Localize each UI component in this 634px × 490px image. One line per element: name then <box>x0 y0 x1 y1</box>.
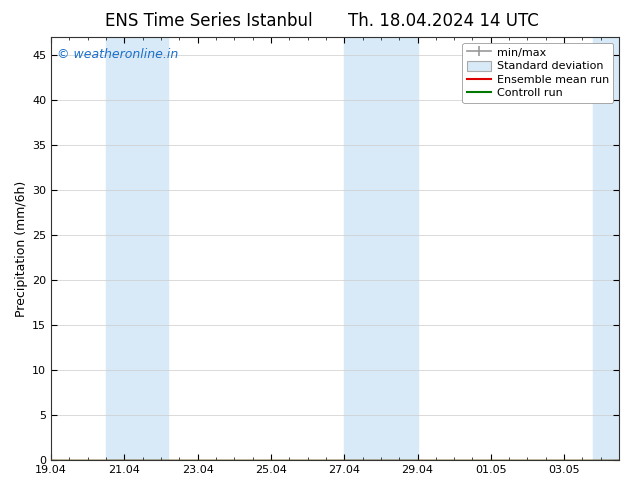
Bar <box>106 37 169 460</box>
Text: Th. 18.04.2024 14 UTC: Th. 18.04.2024 14 UTC <box>349 12 539 30</box>
Bar <box>344 37 418 460</box>
Text: © weatheronline.in: © weatheronline.in <box>57 48 178 61</box>
Bar <box>593 37 619 460</box>
Legend: min/max, Standard deviation, Ensemble mean run, Controll run: min/max, Standard deviation, Ensemble me… <box>462 43 614 103</box>
Text: ENS Time Series Istanbul: ENS Time Series Istanbul <box>105 12 313 30</box>
Y-axis label: Precipitation (mm/6h): Precipitation (mm/6h) <box>15 180 28 317</box>
